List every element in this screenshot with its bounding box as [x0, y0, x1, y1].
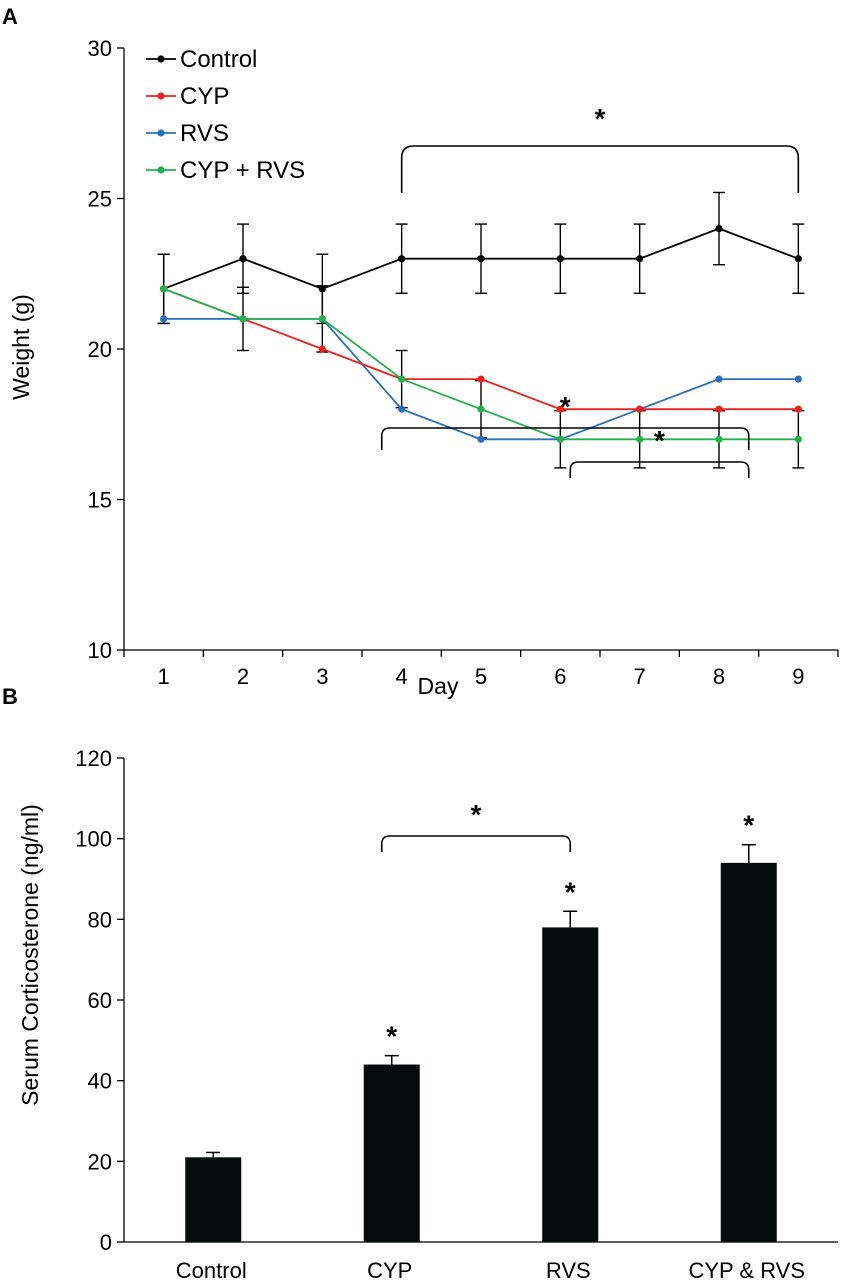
panel-b-y-tick-label: 100 — [75, 827, 112, 852]
panel-a-x-tick-label: 1 — [158, 664, 170, 689]
cyp-rvs-point — [398, 375, 406, 383]
panel-b-y-tick-label: 120 — [75, 746, 112, 771]
panel-a-series — [157, 191, 805, 469]
panel-b-significance: * * * — [380, 391, 750, 852]
panel-a-x-tick-label: 2 — [237, 664, 249, 689]
panel-a-x-tick-label: 5 — [475, 664, 487, 689]
panel-a-axes: 10 15 20 25 30 1 2 3 4 5 6 7 8 9 — [88, 36, 839, 689]
rvs-point — [794, 375, 802, 383]
panel-a-x-tick-label: 8 — [713, 664, 725, 689]
panel-b-y-tick-label: 60 — [88, 988, 112, 1013]
legend-control-marker — [157, 55, 165, 63]
panel-a-x-tick-label: 3 — [316, 664, 328, 689]
panel-b-bar-star: * — [565, 876, 576, 907]
cyp-point — [636, 405, 644, 413]
panel-b-x-tick-label: Control — [176, 1258, 247, 1283]
panel-b-bracket — [380, 835, 572, 852]
control-point — [794, 255, 802, 263]
panel-a-x-tick-label: 6 — [554, 664, 566, 689]
legend-cyp-marker — [157, 92, 165, 100]
panel-b-y-tick-label: 40 — [88, 1069, 112, 1094]
panel-a-x-tick-label: 4 — [396, 664, 408, 689]
panel-b-label: B — [2, 684, 18, 709]
panel-a-significance-star: * — [595, 103, 606, 134]
panel-b-bar-star: * — [743, 810, 754, 841]
panel-a-bracket — [400, 145, 800, 193]
control-point — [477, 255, 485, 263]
cyp-point — [318, 345, 326, 353]
panel-b-bar — [720, 862, 777, 1242]
cyp-rvs-point — [160, 285, 168, 293]
panel-b-y-axis-title: Serum Corticosterone (ng/ml) — [17, 804, 43, 1106]
panel-b-axes: 0 20 40 60 80 100 120 Control CYP RVS CYP & RVS — [75, 746, 838, 1283]
control-point — [556, 255, 564, 263]
cyp-point — [794, 405, 802, 413]
panel-b-bracket-star: * — [471, 799, 482, 830]
legend-rvs-marker — [157, 129, 165, 137]
legend-control-label: Control — [180, 46, 257, 73]
control-point — [318, 285, 326, 293]
cyp-rvs-point — [318, 315, 326, 323]
panel-a-significance: * — [400, 103, 800, 193]
panel-a-y-tick-label: 30 — [88, 36, 112, 61]
panel-b-y-tick-label: 20 — [88, 1149, 112, 1174]
panel-b-y-tick-label: 0 — [100, 1230, 112, 1255]
panel-a-label: A — [2, 4, 18, 29]
rvs-point — [715, 375, 723, 383]
panel-a-y-tick-label: 25 — [88, 187, 112, 212]
panel-b-x-tick-label: CYP — [367, 1258, 412, 1283]
panel-b-bar — [363, 1064, 420, 1242]
cyp-rvs-point — [477, 405, 485, 413]
legend-rvs-label: RVS — [180, 120, 229, 147]
panel-b-bracket — [569, 461, 750, 478]
rvs-point — [160, 315, 168, 323]
cyp-rvs-point — [239, 315, 247, 323]
cyp-rvs-point — [794, 435, 802, 443]
panel-b-y-tick-label: 80 — [88, 907, 112, 932]
panel-a-x-tick-label: 7 — [634, 664, 646, 689]
control-point — [715, 225, 723, 233]
control-point — [636, 255, 644, 263]
panel-a-x-axis-title: Day — [418, 673, 459, 699]
panel-a-x-tick-label: 9 — [792, 664, 804, 689]
panel-b-bracket-star: * — [654, 425, 665, 456]
cyp-rvs-point — [715, 435, 723, 443]
panel-b-x-tick-label: RVS — [546, 1258, 591, 1283]
cyp-point — [715, 405, 723, 413]
cyp-point — [556, 405, 564, 413]
panel-a-y-tick-label: 10 — [88, 638, 112, 663]
rvs-point — [398, 405, 406, 413]
control-point — [239, 255, 247, 263]
panel-b-x-tick-label: CYP & RVS — [688, 1258, 805, 1283]
panel-b-bracket-star: * — [560, 391, 571, 422]
cyp-rvs-point — [556, 435, 564, 443]
legend-cyp-rvs-marker — [157, 166, 165, 174]
control-point — [398, 255, 406, 263]
panel-b-bar — [542, 927, 599, 1242]
panel-b-bar — [185, 1157, 242, 1242]
panel-a-legend: Control CYP RVS CYP + RVS — [146, 46, 305, 184]
legend-cyp-label: CYP — [180, 83, 229, 110]
panel-a-y-tick-label: 15 — [88, 488, 112, 513]
panel-b-bar-star: * — [386, 1021, 397, 1052]
rvs-point — [477, 435, 485, 443]
panel-b-bars: * * * — [185, 810, 777, 1242]
cyp-rvs-point — [636, 435, 644, 443]
panel-a-y-tick-label: 20 — [88, 337, 112, 362]
panel-b-bracket — [380, 427, 750, 450]
cyp-point — [477, 375, 485, 383]
panel-a-y-axis-title: Weight (g) — [8, 294, 34, 400]
legend-cyp-rvs-label: CYP + RVS — [180, 157, 305, 184]
